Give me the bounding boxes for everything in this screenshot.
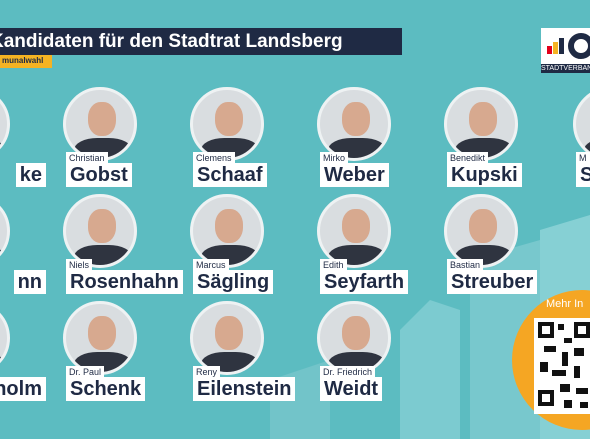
candidate-firstname: Benedikt (447, 152, 489, 165)
title-bar: Kandidaten für den Stadtrat Landsberg (0, 28, 402, 55)
candidate-surname: Streuber (447, 270, 538, 294)
candidate-photo (63, 301, 137, 375)
candidate-surname: Rosenhahn (66, 270, 183, 294)
candidate-photo (190, 301, 264, 375)
qr-circle: Mehr In (512, 290, 590, 430)
candidate-firstname: M (576, 152, 590, 165)
candidate-firstname: Dr. Paul (66, 366, 105, 379)
candidate-surname: nn (13, 270, 46, 294)
candidate-firstname: Dr. Friedrich (320, 366, 376, 379)
candidate-firstname: Reny (193, 366, 221, 379)
candidate-surname: ke (15, 163, 46, 187)
candidate-photo (317, 301, 391, 375)
candidate-surname: Gobst (66, 163, 132, 187)
subtitle: munalwahl (2, 56, 44, 65)
candidate-firstname: Bastian (447, 259, 484, 272)
candidate-photo (190, 194, 264, 268)
candidate-surname: Sägling (193, 270, 274, 294)
subtitle-bar: munalwahl (0, 55, 52, 68)
candidate-photo (444, 194, 518, 268)
candidate-surname: Seyfarth (320, 270, 409, 294)
candidate-firstname: Marcus (193, 259, 229, 272)
candidate-photo (63, 87, 137, 161)
logo-mark (547, 33, 590, 59)
candidate-firstname: Edith (320, 259, 347, 272)
candidate-surname: Kupski (447, 163, 522, 187)
candidate-firstname: Clemens (193, 152, 235, 165)
candidate-firstname: Mirko (320, 152, 348, 165)
qr-code[interactable] (534, 318, 590, 414)
candidate-surname: Schaaf (193, 163, 267, 187)
candidate-surname: S (576, 163, 590, 187)
candidate-photo (317, 87, 391, 161)
candidate-photo (63, 194, 137, 268)
logo-text: STADTVERBAN (541, 64, 590, 73)
candidate-surname: Weidt (320, 377, 383, 401)
logo: STADTVERBAN (541, 28, 590, 73)
candidate-surname: Eilenstein (193, 377, 296, 401)
candidate-firstname: Niels (66, 259, 93, 272)
candidate-photo (444, 87, 518, 161)
title: Kandidaten für den Stadtrat Landsberg (0, 31, 343, 52)
candidate-surname: Schenk (66, 377, 146, 401)
candidate-surname: holm (0, 377, 46, 401)
qr-label: Mehr In (546, 298, 584, 310)
candidate-photo (317, 194, 391, 268)
candidate-surname: Weber (320, 163, 389, 187)
candidate-photo (190, 87, 264, 161)
candidate-firstname: Christian (66, 152, 108, 165)
